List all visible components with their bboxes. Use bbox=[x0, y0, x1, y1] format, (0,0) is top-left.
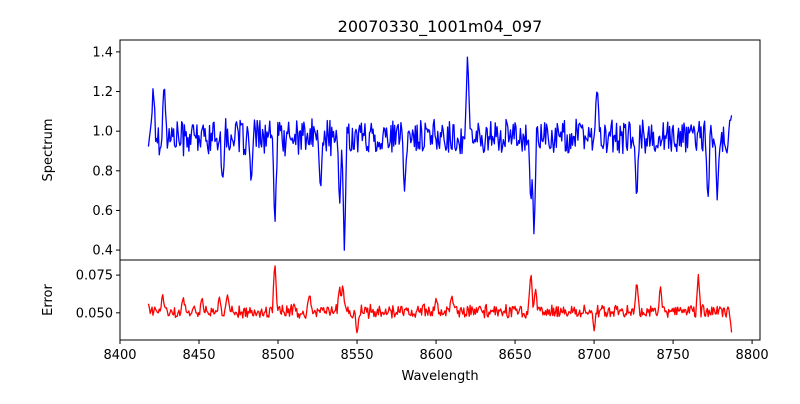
x-tick-label: 8550 bbox=[340, 348, 373, 363]
x-tick-label: 8400 bbox=[103, 348, 136, 363]
x-tick-label: 8750 bbox=[657, 348, 690, 363]
spectrum-y-axis-label: Spectrum bbox=[41, 119, 56, 182]
error-y-tick-label: 0.075 bbox=[76, 269, 113, 284]
spectrum-y-tick-label: 1.2 bbox=[92, 85, 113, 100]
spectrum-y-ticks: 0.4 0.6 0.8 1.0 1.2 1.4 bbox=[92, 45, 120, 259]
spectrum-y-tick-label: 1.0 bbox=[92, 125, 113, 140]
error-x-ticks: 8400 8450 8500 8550 8600 8650 8700 8750 8800 bbox=[103, 340, 769, 363]
x-tick-label: 8600 bbox=[420, 348, 453, 363]
spectrum-series-line bbox=[147, 56, 733, 251]
error-y-ticks: 0.050 0.075 bbox=[76, 269, 120, 321]
error-y-tick-label: 0.050 bbox=[76, 306, 113, 321]
x-tick-label: 8450 bbox=[182, 348, 215, 363]
error-plot-area bbox=[120, 260, 760, 340]
error-series-line bbox=[147, 265, 733, 334]
spectrum-y-tick-label: 0.6 bbox=[92, 204, 113, 219]
spectrum-y-tick-label: 1.4 bbox=[92, 45, 113, 60]
spectrum-panel: 0.4 0.6 0.8 1.0 1.2 1.4 Spectrum bbox=[41, 39, 761, 261]
error-y-axis-label: Error bbox=[41, 284, 56, 316]
x-tick-label: 8800 bbox=[736, 348, 769, 363]
x-tick-label: 8650 bbox=[499, 348, 532, 363]
spectrum-plot-area bbox=[120, 40, 760, 260]
error-axes-frame bbox=[119, 259, 761, 341]
spectrum-y-tick-label: 0.4 bbox=[92, 244, 113, 259]
chart-title: 20070330_1001m04_097 bbox=[338, 17, 543, 37]
spectrum-y-tick-label: 0.8 bbox=[92, 164, 113, 179]
x-tick-label: 8500 bbox=[261, 348, 294, 363]
x-tick-label: 8700 bbox=[578, 348, 611, 363]
x-axis-label: Wavelength bbox=[401, 369, 478, 384]
